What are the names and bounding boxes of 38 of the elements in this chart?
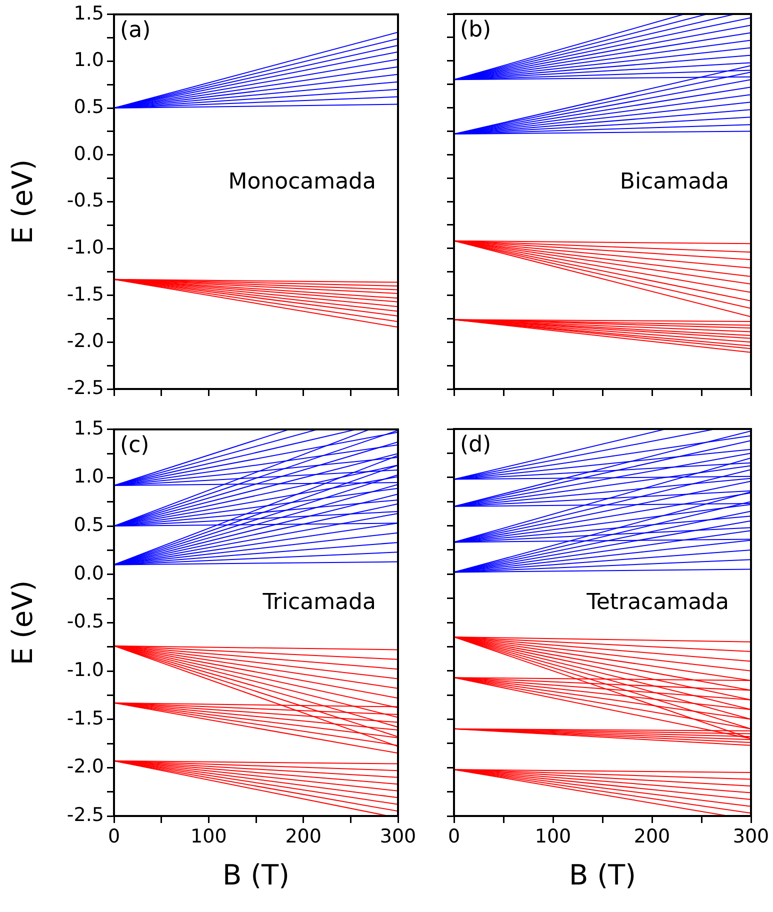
y-tick-label: 0.0 <box>74 562 104 584</box>
annotation: (b) <box>460 18 492 43</box>
y-tick-label: -1.0 <box>66 658 104 681</box>
x-tick-label: 100 <box>190 825 227 848</box>
x-tick-label: 0 <box>108 825 120 848</box>
y-tick-label: -1.5 <box>66 707 104 730</box>
y-tick-label: -2.0 <box>66 330 104 352</box>
annotation: Tetracamada <box>586 590 729 615</box>
y-tick-label: -2.5 <box>66 804 104 826</box>
y-tick-label: 1.0 <box>74 49 104 72</box>
x-tick-label: 0 <box>448 825 460 848</box>
y-tick-label: -0.5 <box>66 190 104 212</box>
y-tick-label: -1.0 <box>66 236 104 258</box>
annotation: (d) <box>460 432 492 458</box>
x-axis-title: B (T) <box>222 858 290 892</box>
y-tick-label: -2.5 <box>66 376 104 399</box>
y-tick-label: -0.5 <box>66 610 104 633</box>
y-axis-title: E (eV) <box>6 159 40 244</box>
annotation: (a) <box>120 18 151 44</box>
y-tick-label: 0.0 <box>74 142 104 165</box>
y-tick-label: -1.5 <box>66 283 104 306</box>
y-tick-label: 1.5 <box>74 417 104 440</box>
y-axis-title: E (eV) <box>6 580 40 666</box>
y-tick-label: 1.0 <box>74 466 104 488</box>
x-tick-label: 300 <box>732 825 770 848</box>
y-tick-label: -2.0 <box>66 756 104 778</box>
x-axis-title: B (T) <box>568 858 636 892</box>
x-tick-label: 200 <box>285 825 322 848</box>
annotation: (c) <box>120 433 150 458</box>
x-tick-label: 300 <box>380 825 416 848</box>
annotation: Bicamada <box>620 169 729 194</box>
annotation: Tricamada <box>262 590 376 616</box>
annotation: Monocamada <box>228 170 376 195</box>
y-tick-label: 0.5 <box>74 514 104 536</box>
x-tick-label: 200 <box>634 825 670 848</box>
y-tick-label: 1.5 <box>74 2 104 24</box>
x-tick-label: 100 <box>534 825 572 848</box>
y-tick-label: 0.5 <box>74 96 104 118</box>
